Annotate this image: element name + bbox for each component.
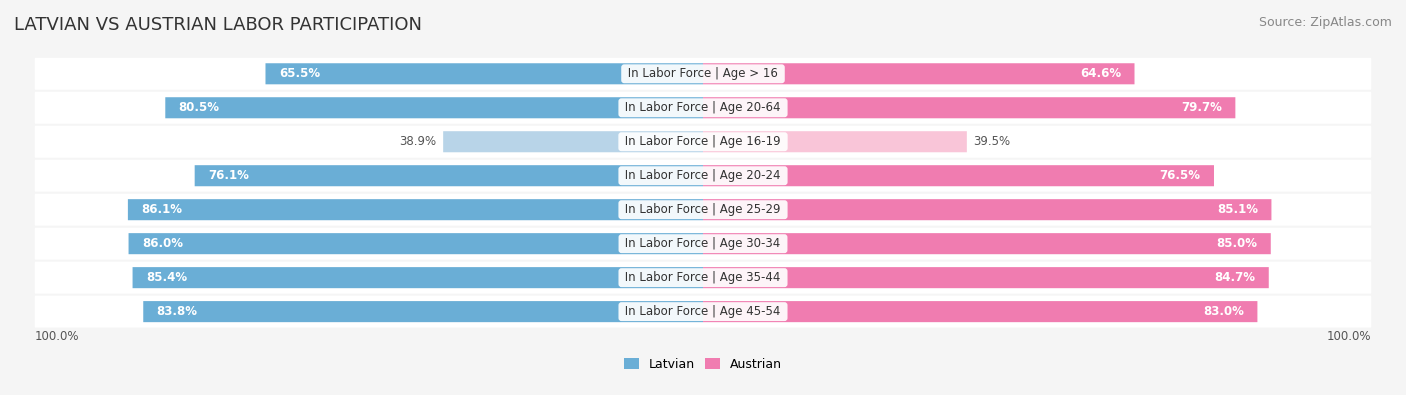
Text: In Labor Force | Age 45-54: In Labor Force | Age 45-54 [621, 305, 785, 318]
Text: LATVIAN VS AUSTRIAN LABOR PARTICIPATION: LATVIAN VS AUSTRIAN LABOR PARTICIPATION [14, 16, 422, 34]
Text: 83.0%: 83.0% [1204, 305, 1244, 318]
FancyBboxPatch shape [703, 165, 1213, 186]
FancyBboxPatch shape [35, 194, 1371, 226]
Text: 76.1%: 76.1% [208, 169, 249, 182]
FancyBboxPatch shape [35, 296, 1371, 327]
Text: 100.0%: 100.0% [35, 329, 80, 342]
FancyBboxPatch shape [35, 261, 1371, 293]
FancyBboxPatch shape [132, 267, 703, 288]
FancyBboxPatch shape [703, 267, 1268, 288]
Text: In Labor Force | Age 20-64: In Labor Force | Age 20-64 [621, 101, 785, 114]
FancyBboxPatch shape [35, 58, 1371, 90]
Text: In Labor Force | Age 16-19: In Labor Force | Age 16-19 [621, 135, 785, 148]
Text: 85.1%: 85.1% [1218, 203, 1258, 216]
Text: 65.5%: 65.5% [278, 67, 321, 80]
FancyBboxPatch shape [703, 301, 1257, 322]
FancyBboxPatch shape [703, 233, 1271, 254]
FancyBboxPatch shape [35, 92, 1371, 124]
Text: 100.0%: 100.0% [1326, 329, 1371, 342]
FancyBboxPatch shape [703, 63, 1135, 84]
Text: 86.1%: 86.1% [141, 203, 183, 216]
Text: 39.5%: 39.5% [973, 135, 1011, 148]
Text: 83.8%: 83.8% [156, 305, 198, 318]
Text: 86.0%: 86.0% [142, 237, 183, 250]
Text: In Labor Force | Age > 16: In Labor Force | Age > 16 [624, 67, 782, 80]
FancyBboxPatch shape [194, 165, 703, 186]
Text: Source: ZipAtlas.com: Source: ZipAtlas.com [1258, 16, 1392, 29]
FancyBboxPatch shape [128, 199, 703, 220]
FancyBboxPatch shape [703, 199, 1271, 220]
Text: 38.9%: 38.9% [399, 135, 436, 148]
FancyBboxPatch shape [35, 126, 1371, 158]
Text: 85.0%: 85.0% [1216, 237, 1257, 250]
FancyBboxPatch shape [443, 131, 703, 152]
Text: 84.7%: 84.7% [1215, 271, 1256, 284]
FancyBboxPatch shape [143, 301, 703, 322]
Text: 76.5%: 76.5% [1160, 169, 1201, 182]
Legend: Latvian, Austrian: Latvian, Austrian [624, 357, 782, 371]
Text: 80.5%: 80.5% [179, 101, 219, 114]
FancyBboxPatch shape [35, 228, 1371, 260]
Text: In Labor Force | Age 20-24: In Labor Force | Age 20-24 [621, 169, 785, 182]
Text: 85.4%: 85.4% [146, 271, 187, 284]
Text: In Labor Force | Age 35-44: In Labor Force | Age 35-44 [621, 271, 785, 284]
Text: 64.6%: 64.6% [1080, 67, 1121, 80]
Text: In Labor Force | Age 30-34: In Labor Force | Age 30-34 [621, 237, 785, 250]
Text: 79.7%: 79.7% [1181, 101, 1222, 114]
Text: In Labor Force | Age 25-29: In Labor Force | Age 25-29 [621, 203, 785, 216]
FancyBboxPatch shape [128, 233, 703, 254]
FancyBboxPatch shape [266, 63, 703, 84]
FancyBboxPatch shape [703, 131, 967, 152]
FancyBboxPatch shape [166, 97, 703, 118]
FancyBboxPatch shape [703, 97, 1236, 118]
FancyBboxPatch shape [35, 160, 1371, 192]
